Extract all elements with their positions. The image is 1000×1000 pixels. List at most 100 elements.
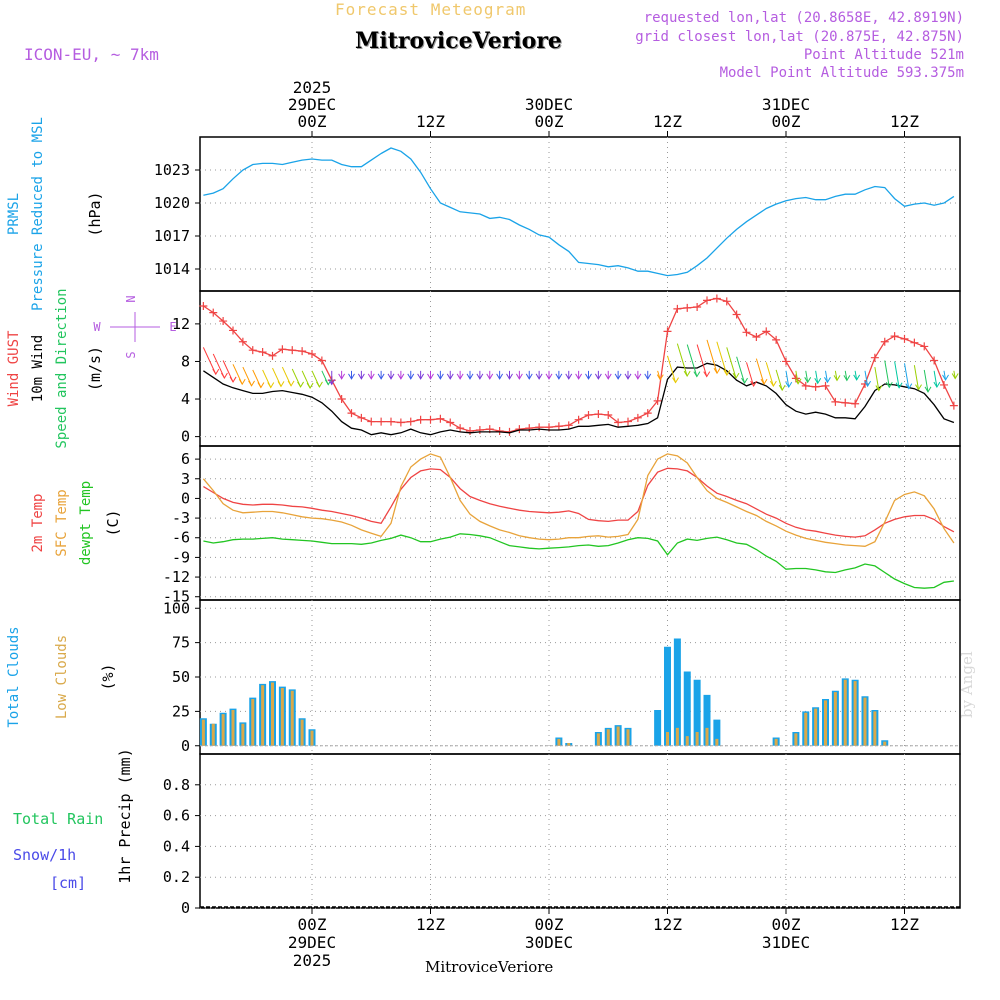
low-cloud-bar <box>695 732 699 746</box>
y-tick-label: 0.6 <box>163 807 190 825</box>
wind-direction-arrow <box>933 370 938 388</box>
y-tick-label: 25 <box>172 702 190 720</box>
compass-north: N <box>124 295 138 302</box>
low-cloud-bar <box>794 733 798 746</box>
time-label-top: 12Z <box>890 112 919 131</box>
wind-direction-arrowhead <box>515 373 523 380</box>
wind-direction-arrowhead <box>397 373 405 380</box>
wind-direction-arrowhead <box>683 370 691 378</box>
gust-marker <box>683 303 692 312</box>
wind-direction-arrow <box>676 343 688 377</box>
time-label-bottom: 2025 <box>293 951 332 970</box>
gust-marker <box>910 338 919 347</box>
gust-marker <box>920 342 929 351</box>
y-tick-label: 0 <box>181 737 190 755</box>
gust-marker <box>870 353 879 362</box>
wind-direction-arrowhead <box>407 373 415 380</box>
wind-direction-arrowhead <box>794 378 802 385</box>
gust-marker <box>663 327 672 336</box>
y-axis-label: (%) <box>99 663 117 690</box>
time-label-top: 12Z <box>653 112 682 131</box>
time-label-top: 29DEC <box>288 95 336 114</box>
wind-direction-arrowhead <box>316 381 323 388</box>
wind-direction-arrowhead <box>875 385 883 392</box>
wind-direction-arrowhead <box>732 372 740 380</box>
gust-marker <box>841 398 850 407</box>
gust-marker <box>308 349 316 358</box>
gust-marker <box>712 294 721 303</box>
gust-marker <box>347 409 356 418</box>
wind-direction-arrowhead <box>436 373 444 380</box>
wind-direction-arrowhead <box>614 373 622 380</box>
time-label-top: 00Z <box>535 112 564 131</box>
gust-marker <box>604 411 613 419</box>
low-cloud-bar <box>873 711 877 746</box>
y-tick-label: 12 <box>172 315 190 333</box>
gust-marker <box>574 415 583 424</box>
wind-direction-arrow <box>795 370 799 384</box>
low-cloud-bar <box>883 741 887 746</box>
series-line-gust <box>203 297 955 433</box>
time-label-top: 00Z <box>298 112 327 131</box>
gust-marker <box>880 337 889 346</box>
model-label: ICON-EU, ~ 7km <box>24 45 159 64</box>
low-cloud-bar <box>824 700 827 746</box>
wind-direction-arrowhead <box>486 373 494 380</box>
low-cloud-bar <box>616 726 620 746</box>
wind-direction-arrow <box>785 370 790 388</box>
precip-title-rain: Total Rain <box>13 810 103 828</box>
wind-direction-arrow <box>765 362 774 387</box>
wind-direction-arrowhead <box>220 372 228 380</box>
series-line-temp2m <box>203 467 955 538</box>
wind-direction-arrowhead <box>760 378 768 386</box>
wind-direction-arrowhead <box>466 373 474 380</box>
low-cloud-bar <box>863 697 867 746</box>
wind-direction-arrow <box>864 370 869 387</box>
wind-direction-arrowhead <box>905 383 913 390</box>
low-cloud-bar <box>804 712 808 746</box>
gust-marker <box>396 418 405 427</box>
wind-direction-arrow <box>834 370 838 381</box>
total-cloud-bar <box>713 719 721 746</box>
time-label-bottom: 00Z <box>772 915 801 934</box>
gust-marker <box>357 413 366 422</box>
wind-direction-arrowhead <box>328 379 336 386</box>
y-tick-label: 75 <box>172 634 190 652</box>
y-tick-label: 4 <box>181 390 190 408</box>
model-altitude: Model Point Altitude 593.375m <box>719 65 964 81</box>
gust-marker <box>890 332 899 341</box>
low-cloud-bar <box>705 727 709 746</box>
gust-marker <box>535 423 544 432</box>
wind-direction-arrowhead <box>885 382 893 389</box>
wind-direction-arrow <box>775 369 783 391</box>
gust-marker <box>367 417 376 426</box>
gust-marker <box>821 381 830 390</box>
low-cloud-bar <box>201 719 205 746</box>
gust-marker <box>782 357 790 366</box>
time-label-top: 00Z <box>772 112 801 131</box>
gust-marker <box>633 413 642 422</box>
wind-direction-arrow <box>746 362 755 387</box>
gust-marker <box>673 304 682 313</box>
low-cloud-bar <box>715 738 719 746</box>
gust-marker <box>377 417 386 426</box>
low-cloud-bar <box>596 733 600 746</box>
panel-title-line: dewpt Temp <box>78 481 94 565</box>
y-axis-label: (C) <box>104 509 122 536</box>
wind-direction-arrowhead <box>895 382 903 389</box>
wind-direction-arrowhead <box>853 374 861 381</box>
time-label-bottom: 31DEC <box>762 933 810 952</box>
series-line-dewpt <box>203 533 954 589</box>
wind-direction-arrowhead <box>357 373 365 380</box>
wind-direction-arrow <box>904 363 910 389</box>
gust-marker <box>624 417 632 426</box>
low-cloud-bar <box>271 682 274 746</box>
gust-marker <box>288 346 297 355</box>
gust-marker <box>900 334 909 343</box>
location-footer: MitroviceVeriore <box>425 958 554 976</box>
low-cloud-bar <box>814 708 818 746</box>
wind-direction-arrowhead <box>864 380 872 388</box>
y-tick-label: 0 <box>181 899 190 917</box>
wind-direction-arrow <box>202 347 217 375</box>
